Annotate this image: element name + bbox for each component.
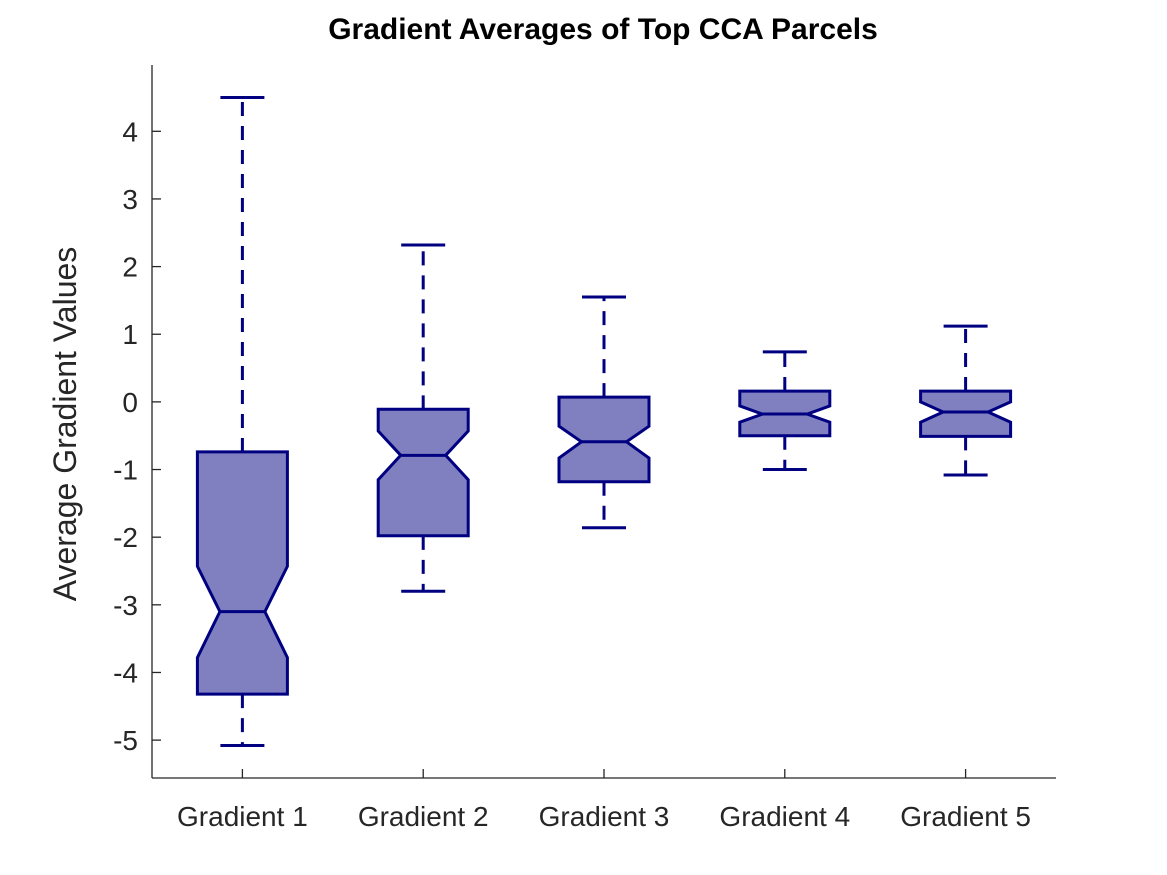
- y-tick-label: -1: [113, 455, 138, 486]
- box-body: [557, 395, 651, 484]
- y-tick-label: -4: [113, 657, 138, 688]
- x-tick-label: Gradient 3: [539, 801, 670, 832]
- y-tick-label: 1: [122, 319, 138, 350]
- y-tick-label: -5: [113, 725, 138, 756]
- y-tick-label: 4: [122, 116, 138, 147]
- y-tick-label: 3: [122, 184, 138, 215]
- x-tick-label: Gradient 5: [900, 801, 1031, 832]
- box-body: [376, 407, 470, 538]
- box-body: [195, 450, 289, 696]
- y-tick-label: -2: [113, 522, 138, 553]
- y-tick-label: 2: [122, 252, 138, 283]
- x-tick-label: Gradient 1: [177, 801, 308, 832]
- plot-area: -5 -4 -3 -2 -1 0 1 2 3 4 Gradient 1 Gradient 2 Gradi…: [113, 65, 1056, 832]
- chart-title: Gradient Averages of Top CCA Parcels: [328, 13, 878, 46]
- y-tick-label: -3: [113, 590, 138, 621]
- x-tick-label: Gradient 2: [358, 801, 489, 832]
- x-tick-label: Gradient 4: [719, 801, 850, 832]
- box-body: [919, 389, 1013, 438]
- y-axis-label: Average Gradient Values: [47, 247, 83, 602]
- y-tick-label: 0: [122, 387, 138, 418]
